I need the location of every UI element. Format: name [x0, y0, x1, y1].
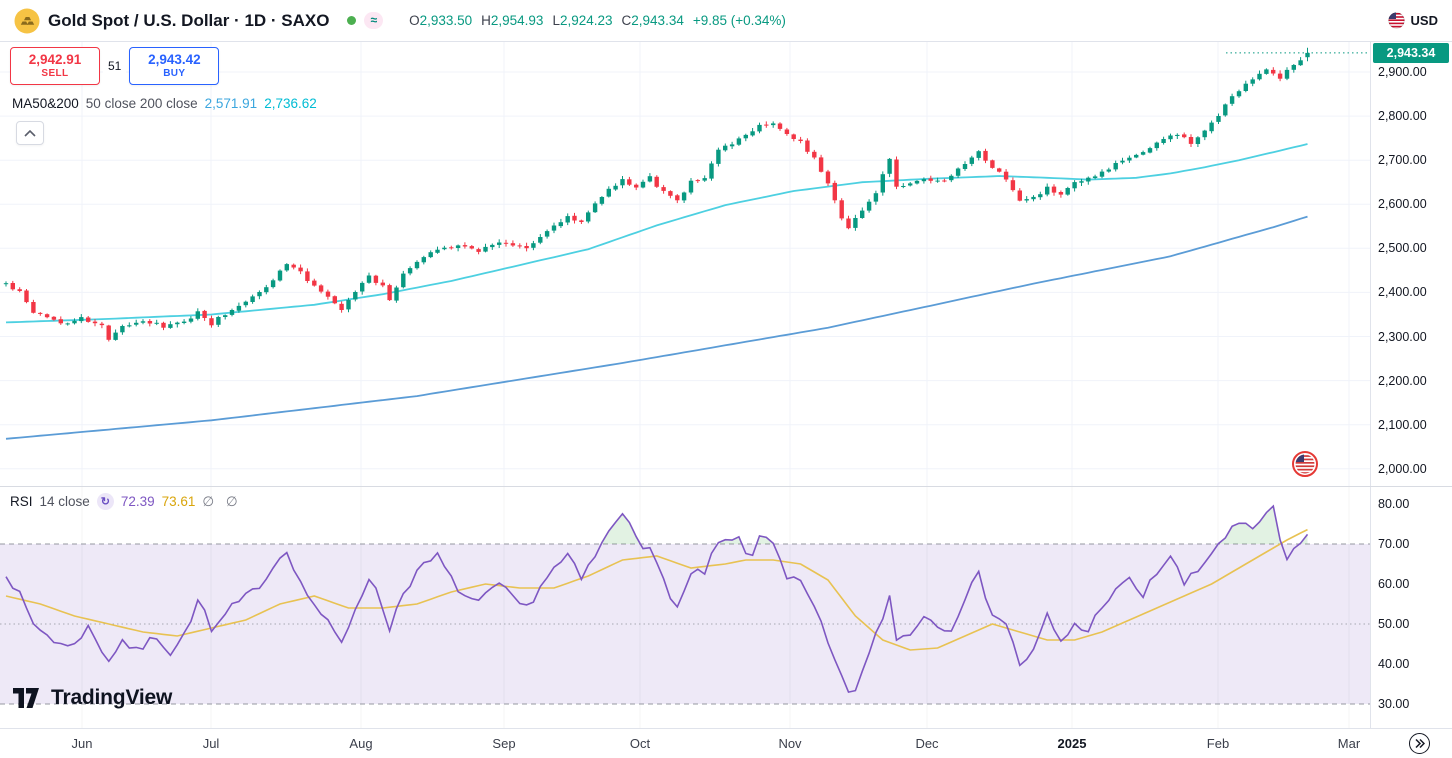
time-axis-label: Jun — [71, 736, 93, 751]
price-axis-label: 2,100.00 — [1378, 417, 1427, 432]
rsi-axis-label: 80.00 — [1378, 497, 1410, 511]
us-economic-event-icon[interactable] — [1292, 451, 1318, 477]
us-flag-icon — [1387, 12, 1405, 29]
ma-indicator-row[interactable]: MA50&200 50 close 200 close 2,571.91 2,7… — [12, 96, 317, 111]
rsi-value: 72.39 — [120, 494, 155, 509]
time-axis-label: Jul — [202, 736, 220, 751]
time-axis-label: Oct — [629, 736, 651, 751]
rsi-chart[interactable] — [0, 487, 1370, 728]
rsi-axis-label: 40.00 — [1378, 657, 1410, 671]
low-label: L — [552, 13, 560, 28]
time-axis-label: Feb — [1206, 736, 1230, 751]
chevron-up-icon — [24, 129, 36, 137]
time-axis-label: 2025 — [1057, 736, 1087, 751]
sell-label: SELL — [41, 68, 69, 79]
high-value: 2,954.93 — [490, 13, 544, 28]
open-label: O — [409, 13, 420, 28]
price-axis-label: 2,200.00 — [1378, 373, 1427, 388]
sell-price: 2,942.91 — [28, 52, 82, 67]
market-status-icon — [347, 16, 357, 25]
time-axis-label: Aug — [349, 736, 373, 751]
ohlc-values: O2,933.50 H2,954.93 L2,924.23 C2,943.34 … — [409, 13, 786, 28]
rsi-indicator-row[interactable]: RSI 14 close ↻ 72.39 73.61 ∅ ∅ — [10, 493, 242, 510]
data-mode-icon: ≈ — [364, 12, 384, 29]
price-chart[interactable] — [0, 42, 1370, 486]
spread-value: 51 — [103, 58, 127, 74]
time-axis[interactable]: Jun Jul Aug Sep Oct Nov Dec 2025 Feb Mar — [0, 728, 1452, 758]
ma50-value: 2,736.62 — [264, 96, 317, 111]
time-axis-label: Sep — [492, 736, 516, 751]
rsi-settings-icon[interactable]: ↻ — [96, 493, 114, 510]
change-value: +9.85 (+0.34%) — [692, 13, 786, 28]
collapse-pane-button[interactable] — [16, 121, 44, 145]
currency-label: USD — [1410, 13, 1438, 28]
rsi-axis-label: 60.00 — [1378, 577, 1410, 591]
rsi-axis-label: 50.00 — [1378, 617, 1410, 631]
ma-indicator-params: 50 close 200 close — [85, 96, 198, 111]
open-value: 2,933.50 — [419, 13, 473, 28]
price-axis-label: 2,400.00 — [1378, 285, 1427, 300]
rsi-ma-value: 73.61 — [161, 494, 196, 509]
close-label: C — [621, 13, 632, 28]
price-axis-label: 2,500.00 — [1378, 241, 1427, 256]
price-axis-label: 2,300.00 — [1378, 329, 1427, 344]
chart-header: Gold Spot / U.S. Dollar · 1D · SAXO ≈ O2… — [0, 0, 1452, 42]
double-chevron-right-icon — [1415, 738, 1425, 749]
tradingview-logo-text: TradingView — [51, 686, 173, 709]
low-value: 2,924.23 — [559, 13, 613, 28]
time-axis-label: Nov — [778, 736, 802, 751]
price-axis-label: 2,000.00 — [1378, 461, 1427, 476]
price-axis[interactable]: 2,943.34 2,900.00 2,800.00 2,700.00 2,600.0… — [1370, 42, 1452, 728]
tradingview-logo-icon — [13, 688, 39, 708]
symbol-title[interactable]: Gold Spot / U.S. Dollar · 1D · SAXO — [48, 10, 330, 30]
gold-symbol-icon — [14, 8, 40, 33]
time-axis-label: Mar — [1337, 736, 1361, 751]
price-axis-label: 2,600.00 — [1378, 197, 1427, 212]
rsi-axis-label: 70.00 — [1378, 537, 1410, 551]
pane-divider[interactable] — [0, 486, 1452, 487]
go-to-realtime-button[interactable] — [1409, 733, 1430, 754]
close-value: 2,943.34 — [631, 13, 684, 28]
time-axis-label: Dec — [915, 736, 939, 751]
buy-price: 2,943.42 — [148, 52, 201, 67]
rsi-indicator-name: RSI — [10, 494, 33, 509]
rsi-indicator-params: 14 close — [39, 494, 90, 509]
buy-label: BUY — [163, 68, 186, 79]
high-label: H — [481, 13, 491, 28]
rsi-empty-values: ∅ ∅ — [202, 493, 242, 509]
buy-button[interactable]: 2,943.42 BUY — [129, 47, 220, 85]
last-price-badge: 2,943.34 — [1373, 42, 1449, 63]
price-axis-label: 2,700.00 — [1378, 153, 1427, 168]
trade-widget: 2,942.91 SELL 51 2,943.42 BUY — [10, 47, 220, 85]
ma-indicator-name: MA50&200 — [12, 96, 79, 111]
price-axis-label: 2,800.00 — [1378, 109, 1427, 124]
currency-button[interactable]: USD — [1387, 12, 1438, 29]
rsi-axis-label: 30.00 — [1378, 697, 1410, 711]
ma200-value: 2,571.91 — [204, 96, 258, 111]
sell-button[interactable]: 2,942.91 SELL — [10, 47, 100, 85]
tradingview-logo[interactable]: TradingView — [12, 685, 172, 711]
price-axis-label: 2,900.00 — [1378, 65, 1427, 79]
